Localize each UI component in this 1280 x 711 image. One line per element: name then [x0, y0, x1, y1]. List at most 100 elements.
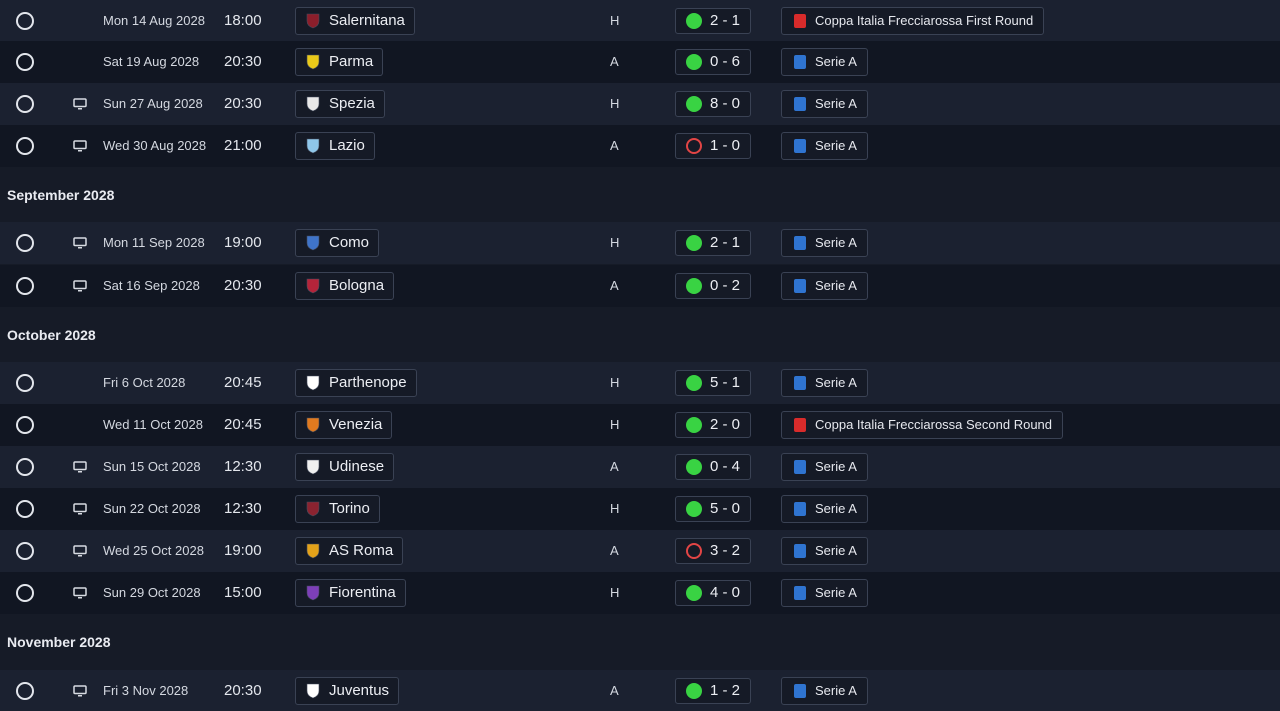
select-radio[interactable]	[16, 137, 34, 155]
tv-broadcast-icon	[73, 237, 87, 249]
match-date: Wed 25 Oct 2028	[103, 543, 204, 558]
result-button[interactable]: 0 - 4	[675, 454, 752, 480]
select-radio[interactable]	[16, 95, 34, 113]
fixture-row[interactable]: Wed 30 Aug 2028 21:00 Lazio A 1 - 0 Seri…	[0, 125, 1280, 167]
competition-button[interactable]: Serie A	[781, 495, 868, 523]
opponent-button[interactable]: Spezia	[295, 90, 385, 118]
opponent-button[interactable]: Parthenope	[295, 369, 417, 397]
select-radio[interactable]	[16, 682, 34, 700]
serie-a-icon	[794, 97, 806, 111]
score: 5 - 0	[710, 500, 741, 517]
kickoff-time: 21:00	[224, 137, 262, 154]
opponent-button[interactable]: Fiorentina	[295, 579, 406, 607]
serie-a-icon	[794, 586, 806, 600]
result-button[interactable]: 0 - 6	[675, 49, 752, 75]
opponent-button[interactable]: Udinese	[295, 453, 395, 481]
result-button[interactable]: 8 - 0	[675, 91, 752, 117]
fixture-row[interactable]: Sun 22 Oct 2028 12:30 Torino H 5 - 0 Ser…	[0, 488, 1280, 530]
select-radio[interactable]	[16, 584, 34, 602]
serie-a-icon	[794, 376, 806, 390]
opponent-button[interactable]: Como	[295, 229, 380, 257]
competition-button[interactable]: Serie A	[781, 537, 868, 565]
win-result-icon	[686, 235, 702, 251]
fixture-row[interactable]: Sun 27 Aug 2028 20:30 Spezia H 8 - 0 Ser…	[0, 83, 1280, 125]
opponent-button[interactable]: Lazio	[295, 132, 375, 160]
competition-button[interactable]: Serie A	[781, 272, 868, 300]
kickoff-time: 12:30	[224, 458, 262, 475]
opponent-button[interactable]: Juventus	[295, 677, 400, 705]
opponent-button[interactable]: Torino	[295, 495, 380, 523]
competition-button[interactable]: Serie A	[781, 369, 868, 397]
tv-broadcast-icon	[73, 280, 87, 292]
opponent-name: Como	[329, 234, 370, 251]
spezia-badge-icon	[306, 96, 320, 112]
select-radio[interactable]	[16, 416, 34, 434]
opponent-button[interactable]: Bologna	[295, 272, 395, 300]
opponent-button[interactable]: Parma	[295, 48, 384, 76]
opponent-button[interactable]: AS Roma	[295, 537, 404, 565]
venue: H	[610, 235, 620, 250]
kickoff-time: 19:00	[224, 234, 262, 251]
result-button[interactable]: 4 - 0	[675, 580, 752, 606]
select-radio[interactable]	[16, 458, 34, 476]
result-button[interactable]: 0 - 2	[675, 273, 752, 299]
result-button[interactable]: 5 - 0	[675, 496, 752, 522]
fixture-row[interactable]: Sat 16 Sep 2028 20:30 Bologna A 0 - 2 Se…	[0, 265, 1280, 307]
select-radio[interactable]	[16, 234, 34, 252]
competition-button[interactable]: Serie A	[781, 48, 868, 76]
loss-result-icon	[686, 138, 702, 154]
kickoff-time: 20:30	[224, 95, 262, 112]
fixture-row[interactable]: Mon 11 Sep 2028 19:00 Como H 2 - 1 Serie…	[0, 222, 1280, 264]
fixture-row[interactable]: Mon 14 Aug 2028 18:00 Salernitana H 2 - …	[0, 0, 1280, 42]
venue: A	[610, 683, 619, 698]
competition-button[interactable]: Serie A	[781, 677, 868, 705]
score: 0 - 2	[710, 277, 741, 294]
select-radio[interactable]	[16, 500, 34, 518]
competition-button[interactable]: Coppa Italia Frecciarossa First Round	[781, 7, 1045, 35]
fixture-row[interactable]: Sat 19 Aug 2028 20:30 Parma A 0 - 6 Seri…	[0, 41, 1280, 83]
competition-button[interactable]: Coppa Italia Frecciarossa Second Round	[781, 411, 1064, 439]
competition-button[interactable]: Serie A	[781, 453, 868, 481]
fixture-row[interactable]: Fri 6 Oct 2028 20:45 Parthenope H 5 - 1 …	[0, 362, 1280, 404]
win-result-icon	[686, 375, 702, 391]
competition-button[interactable]: Serie A	[781, 579, 868, 607]
opponent-button[interactable]: Venezia	[295, 411, 393, 439]
parma-badge-icon	[306, 54, 320, 70]
result-button[interactable]: 1 - 2	[675, 678, 752, 704]
result-button[interactable]: 2 - 1	[675, 230, 752, 256]
select-radio[interactable]	[16, 542, 34, 560]
fixture-row[interactable]: Wed 25 Oct 2028 19:00 AS Roma A 3 - 2 Se…	[0, 530, 1280, 572]
competition-button[interactable]: Serie A	[781, 90, 868, 118]
result-button[interactable]: 3 - 2	[675, 538, 752, 564]
select-radio[interactable]	[16, 53, 34, 71]
tv-broadcast-icon	[73, 685, 87, 697]
match-date: Sun 15 Oct 2028	[103, 459, 201, 474]
tv-broadcast-icon	[73, 587, 87, 599]
select-radio[interactable]	[16, 374, 34, 392]
score: 0 - 4	[710, 458, 741, 475]
fixture-row[interactable]: Wed 11 Oct 2028 20:45 Venezia H 2 - 0 Co…	[0, 404, 1280, 446]
serie-a-icon	[794, 684, 806, 698]
fixture-row[interactable]: Fri 3 Nov 2028 20:30 Juventus A 1 - 2 Se…	[0, 670, 1280, 711]
result-button[interactable]: 1 - 0	[675, 133, 752, 159]
win-result-icon	[686, 585, 702, 601]
fixture-row[interactable]: Sun 29 Oct 2028 15:00 Fiorentina H 4 - 0…	[0, 572, 1280, 614]
competition-button[interactable]: Serie A	[781, 229, 868, 257]
result-button[interactable]: 2 - 1	[675, 8, 752, 34]
opponent-name: Salernitana	[329, 12, 405, 29]
result-button[interactable]: 5 - 1	[675, 370, 752, 396]
score: 2 - 0	[710, 416, 741, 433]
kickoff-time: 19:00	[224, 542, 262, 559]
fiorentina-badge-icon	[306, 585, 320, 601]
select-radio[interactable]	[16, 12, 34, 30]
competition-name: Serie A	[815, 278, 857, 293]
opponent-button[interactable]: Salernitana	[295, 7, 415, 35]
result-button[interactable]: 2 - 0	[675, 412, 752, 438]
serie-a-icon	[794, 236, 806, 250]
competition-button[interactable]: Serie A	[781, 132, 868, 160]
match-date: Sun 29 Oct 2028	[103, 585, 201, 600]
venue: H	[610, 417, 620, 432]
select-radio[interactable]	[16, 277, 34, 295]
fixture-row[interactable]: Sun 15 Oct 2028 12:30 Udinese A 0 - 4 Se…	[0, 446, 1280, 488]
win-result-icon	[686, 96, 702, 112]
